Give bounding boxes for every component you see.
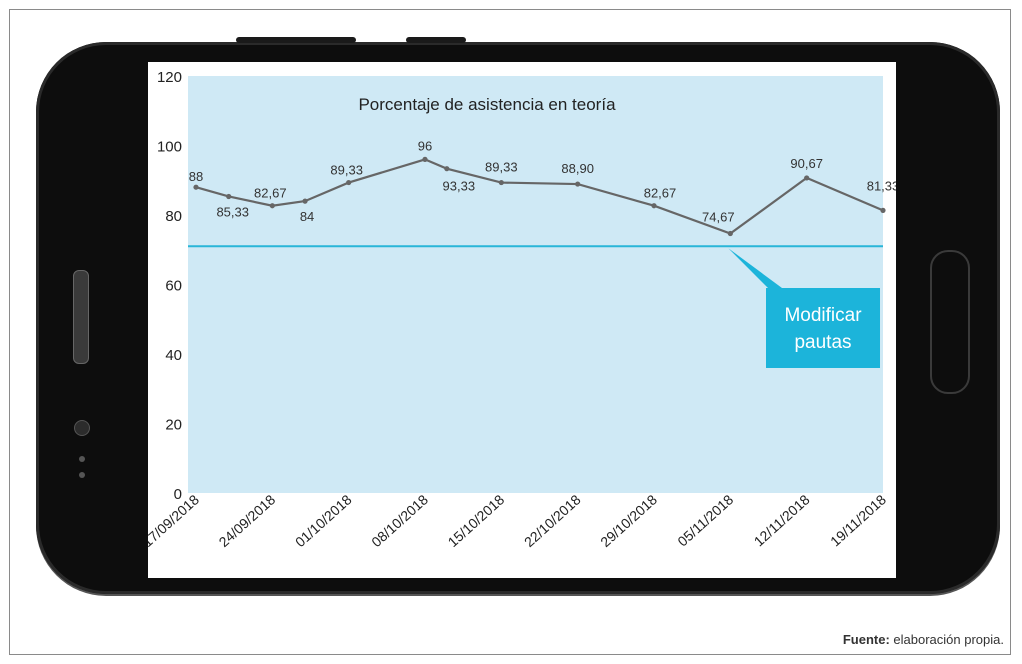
y-tick-label: 80 bbox=[165, 208, 182, 225]
source-note: Fuente: elaboración propia. bbox=[843, 632, 1004, 647]
y-tick-label: 20 bbox=[165, 417, 182, 434]
data-point bbox=[804, 175, 810, 181]
data-label: 90,67 bbox=[790, 156, 823, 171]
data-point bbox=[444, 166, 450, 172]
y-tick-label: 60 bbox=[165, 278, 182, 295]
x-tick-label: 24/09/2018 bbox=[216, 491, 279, 550]
sensor-dot bbox=[79, 472, 85, 478]
speaker-grille bbox=[73, 270, 89, 364]
data-label: 81,33 bbox=[867, 178, 896, 193]
y-tick-label: 0 bbox=[174, 486, 182, 503]
data-label: 89,33 bbox=[485, 160, 518, 175]
callout-text: Modificar bbox=[784, 305, 862, 326]
plot-background bbox=[188, 76, 883, 493]
source-label: Fuente: bbox=[842, 632, 890, 647]
x-tick-label: 15/10/2018 bbox=[445, 491, 508, 550]
x-tick-label: 01/10/2018 bbox=[292, 491, 355, 550]
data-label: 88,90 bbox=[561, 161, 594, 176]
data-label: 82,67 bbox=[644, 186, 677, 201]
data-point bbox=[269, 203, 275, 209]
data-label: 89,33 bbox=[330, 163, 363, 178]
y-tick-label: 120 bbox=[157, 69, 182, 86]
chart-title: Porcentaje de asistencia en teoría bbox=[358, 95, 616, 114]
attendance-chart: 0 20 40 60 80 100 120 88 85,33 82,67 84 89,33 96 93,3… bbox=[148, 69, 896, 550]
x-tick-label: 19/11/2018 bbox=[827, 491, 889, 549]
phone-volume-button bbox=[236, 37, 356, 43]
data-point bbox=[651, 203, 657, 209]
source-text: elaboración propia. bbox=[889, 632, 1004, 647]
callout-box bbox=[766, 288, 880, 368]
x-tick-label: 12/11/2018 bbox=[751, 491, 813, 549]
data-label: 74,67 bbox=[702, 210, 735, 225]
sensor-dot bbox=[79, 456, 85, 462]
data-point bbox=[727, 230, 733, 237]
phone-power-button bbox=[406, 37, 466, 43]
data-label: 82,67 bbox=[254, 186, 287, 201]
x-tick-label: 08/10/2018 bbox=[368, 491, 431, 550]
data-label: 96 bbox=[418, 138, 432, 153]
data-point bbox=[193, 184, 199, 190]
data-point bbox=[226, 193, 232, 200]
callout-text: pautas bbox=[794, 332, 851, 353]
y-tick-label: 100 bbox=[157, 139, 182, 156]
x-tick-label: 05/11/2018 bbox=[674, 491, 736, 549]
data-point bbox=[575, 181, 581, 187]
camera-icon bbox=[74, 420, 90, 436]
y-tick-label: 40 bbox=[165, 347, 182, 364]
data-label: 85,33 bbox=[216, 204, 249, 219]
data-point bbox=[422, 156, 428, 162]
home-button bbox=[930, 250, 970, 394]
data-point bbox=[880, 207, 886, 213]
callout-pointer bbox=[728, 248, 782, 288]
data-point bbox=[498, 179, 504, 186]
figure-frame bbox=[9, 9, 1011, 655]
x-tick-label: 22/10/2018 bbox=[521, 491, 584, 550]
x-tick-label: 29/10/2018 bbox=[597, 491, 660, 550]
data-label: 88 bbox=[189, 169, 203, 184]
data-point bbox=[302, 198, 308, 204]
data-point bbox=[346, 179, 352, 186]
data-label: 84 bbox=[300, 209, 314, 224]
data-label: 93,33 bbox=[443, 179, 476, 194]
